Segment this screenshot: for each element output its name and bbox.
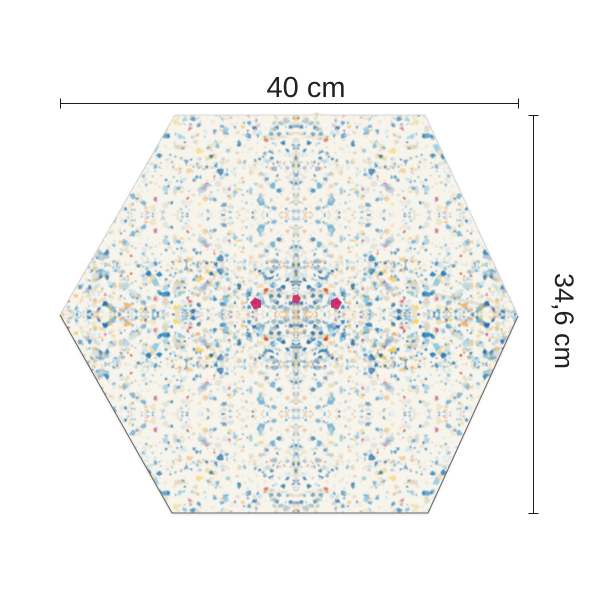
- svg-text:40 cm: 40 cm: [267, 72, 346, 104]
- svg-text:34,6 cm: 34,6 cm: [549, 273, 579, 369]
